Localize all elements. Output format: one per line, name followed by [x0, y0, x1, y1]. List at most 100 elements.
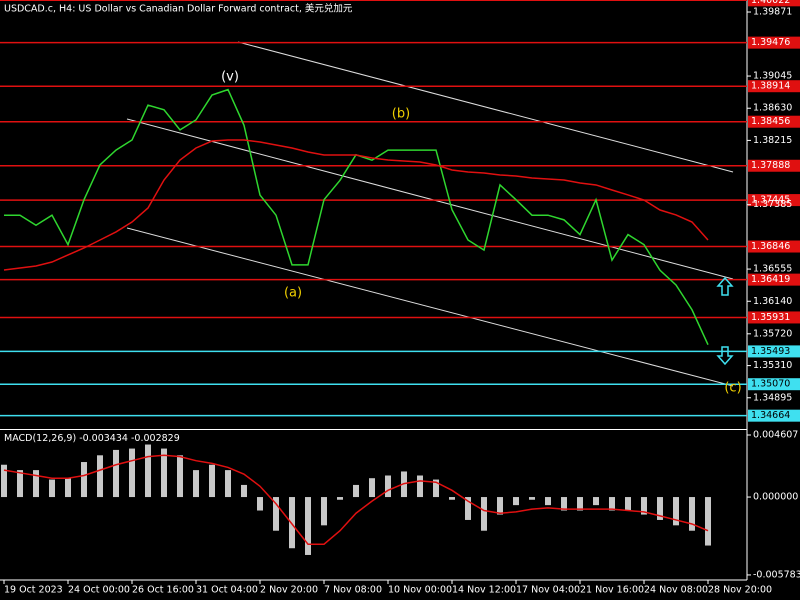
histogram-bar — [641, 497, 647, 515]
level-label: 1.34664 — [751, 410, 790, 421]
y-tick-label: 1.34895 — [753, 392, 792, 403]
y-tick-label: 1.38215 — [753, 135, 792, 146]
y-tick-label: 1.36555 — [753, 264, 792, 275]
level-label: 1.35070 — [751, 379, 790, 390]
histogram-bar — [49, 479, 55, 498]
histogram-bar — [625, 497, 631, 511]
histogram-bar — [689, 497, 695, 531]
y-tick-label: 1.35720 — [753, 328, 792, 339]
histogram-bar — [177, 455, 183, 498]
histogram-bar — [161, 448, 167, 498]
level-label: 1.38914 — [751, 81, 790, 92]
level-label: 1.37445 — [751, 195, 790, 206]
y-tick-label: -0.005783 — [753, 569, 800, 580]
series-line — [3, 139, 709, 271]
level-tag — [748, 36, 800, 49]
histogram-bar — [449, 497, 455, 500]
histogram-bar — [369, 478, 375, 498]
histogram-bar — [289, 497, 295, 549]
histogram-bar — [65, 478, 71, 498]
histogram-bar — [673, 497, 679, 526]
levels: 1.40022 1.39476 1.38914 1.38456 1.37888 1.374… — [0, 0, 800, 422]
histogram-bar — [705, 497, 711, 546]
level-tag — [748, 159, 800, 172]
x-tick-label: 24 Oct 00:00 — [68, 585, 130, 596]
level-label: 1.40022 — [751, 0, 790, 6]
chart-title: USDCAD.c, H4: US Dollar vs Canadian Doll… — [4, 3, 353, 15]
level-label: 1.39476 — [751, 37, 790, 48]
level-tag — [748, 80, 800, 93]
indicator-value: -0.003434 — [79, 433, 128, 444]
up-arrow — [716, 276, 734, 296]
x-tick-label: 21 Nov 16:00 — [580, 585, 644, 596]
histogram-bar — [209, 464, 215, 498]
level-label: 1.35931 — [751, 312, 790, 323]
histogram-bar — [577, 497, 583, 511]
x-tick-label: 26 Oct 16:00 — [132, 585, 194, 596]
channel-line — [237, 41, 734, 173]
indicator-title: MACD(12,26,9) -0.003434 -0.002829 — [4, 433, 180, 444]
y-tick-label: 1.36140 — [753, 296, 792, 307]
level-tag — [748, 311, 800, 324]
channel-line — [126, 118, 734, 280]
histogram-bar — [417, 475, 423, 498]
level-tag — [748, 194, 800, 207]
histogram-bar — [321, 497, 327, 526]
histogram-bar — [481, 497, 487, 531]
level-label: 1.38456 — [751, 116, 790, 127]
histogram-bar — [561, 497, 567, 511]
y-tick-label: 1.39045 — [753, 71, 792, 82]
histogram-bar — [657, 497, 663, 520]
x-tick-label: 2 Nov 20:00 — [260, 585, 318, 596]
histogram-bar — [465, 497, 471, 520]
indicator-value: -0.002829 — [131, 433, 180, 444]
down-arrow — [716, 346, 734, 366]
y-tick-label: 0.000000 — [753, 492, 798, 503]
histogram-bar — [17, 470, 23, 498]
histogram-bar — [97, 455, 103, 498]
indicator-name: MACD(12,26,9) — [4, 433, 76, 444]
x-tick-label: 28 Nov 20:00 — [708, 585, 772, 596]
channel-line — [126, 227, 734, 387]
histogram-bar — [81, 462, 87, 498]
histogram-bar — [129, 448, 135, 498]
wave-label: (a) — [284, 286, 302, 301]
histogram-bar — [145, 444, 151, 498]
x-tick-label: 31 Oct 04:00 — [196, 585, 258, 596]
level-tag — [748, 0, 800, 7]
y-tick-label: 0.004607 — [753, 430, 798, 441]
level-tag — [748, 273, 800, 286]
histogram-bar — [433, 479, 439, 498]
x-tick-label: 24 Nov 08:00 — [644, 585, 708, 596]
level-label: 1.36846 — [751, 241, 790, 252]
histogram-bar — [305, 497, 311, 555]
histogram-bar — [337, 497, 343, 500]
histogram-bar — [1, 464, 7, 498]
y-tick-label: 1.38630 — [753, 103, 792, 114]
level-tag — [748, 240, 800, 253]
level-tag — [748, 409, 800, 422]
histogram-bar — [529, 497, 535, 500]
channel — [126, 41, 734, 387]
histogram-bar — [513, 497, 519, 506]
histogram-bar — [273, 497, 279, 531]
x-tick-label: 19 Oct 2023 — [4, 585, 63, 596]
histogram-bar — [225, 470, 231, 498]
histogram-bar — [241, 484, 247, 498]
histogram-bar — [193, 470, 199, 498]
x-tick-label: 17 Nov 04:00 — [516, 585, 580, 596]
histogram-bar — [609, 497, 615, 511]
plot — [1, 88, 711, 555]
wave-label: (b) — [392, 107, 410, 122]
histogram-bar — [257, 497, 263, 511]
level-label: 1.36419 — [751, 274, 790, 285]
frame — [0, 0, 748, 581]
x-tick-label: 10 Nov 00:00 — [388, 585, 452, 596]
histogram-bar — [33, 470, 39, 498]
histogram-bar — [497, 497, 503, 515]
y-tick-label: 1.37385 — [753, 199, 792, 210]
histogram-bar — [545, 497, 551, 506]
